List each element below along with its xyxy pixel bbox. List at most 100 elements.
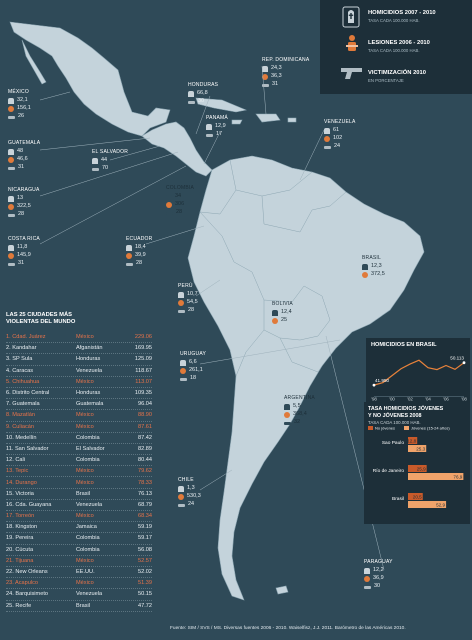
tombstone-icon: [126, 245, 132, 251]
legend-panel: HOMICIDIOS 2007 - 2010 TASA CADA 100.000…: [320, 0, 472, 94]
youth-title-line2: Y NO JÓVENES 2008: [368, 412, 422, 419]
x-tick-label: '02: [407, 397, 413, 402]
category-label: Sao Paulo: [382, 440, 404, 446]
rank-city: 18. Kingston: [6, 524, 38, 531]
tombstone-icon: [8, 245, 14, 251]
country-ecuador: ECUADOR 18,4 39,9 28: [126, 237, 152, 268]
youth-homicides-chart: TASA HOMICIDIOS JÓVENES Y NO JÓVENES 200…: [364, 402, 470, 524]
homicide-rate: 87.61: [138, 423, 152, 430]
injuries-value: 156,1: [17, 105, 31, 112]
tombstone-icon: [272, 310, 278, 316]
ranking-title-line2: VIOLENTAS DEL MUNDO: [6, 319, 76, 325]
table-row: 9. Culiacán México 87.61: [6, 422, 152, 433]
city-country: Colombia: [76, 434, 100, 441]
victimization-value: 24: [334, 143, 341, 150]
injuries-value: 39,9: [135, 252, 146, 259]
pistol-icon: [8, 262, 15, 266]
homicides-value: 1,3: [187, 485, 195, 492]
city-country: Honduras: [76, 356, 101, 363]
pistol-icon: [126, 262, 133, 266]
rank-city: 1. Cdad. Juárez: [6, 334, 46, 341]
pistol-icon: [341, 68, 362, 79]
injured-person-icon: [8, 204, 14, 210]
legend-injuries-title: LESIONES 2006 - 2010: [368, 40, 430, 46]
legend-victimization-title: VICTIMIZACIÓN 2010: [368, 70, 426, 76]
central-america-shape: [141, 121, 213, 177]
hispaniola-shape: [255, 113, 281, 123]
victimization-value: 70: [102, 165, 109, 172]
injured-person-icon: [8, 253, 14, 259]
rank-city: 5. Chihuahua: [6, 378, 40, 385]
country-name: EL SALVADOR: [92, 149, 129, 155]
table-row: 24. Barquisimeto Venezuela 50.15: [6, 589, 152, 601]
jamaica-shape: [231, 119, 243, 125]
baja-california-shape: [21, 39, 47, 85]
injuries-value: 306: [175, 201, 185, 208]
data-label: 50.113: [450, 356, 464, 361]
pistol-icon: [8, 115, 15, 119]
table-row: 2. Kandahar Afganistán 169.95: [6, 343, 152, 355]
bar: [408, 445, 427, 452]
city-country: México: [76, 334, 94, 341]
country-name: MÉXICO: [8, 89, 29, 95]
victimization-value: 32: [294, 419, 301, 426]
legend-homicides-title: HOMICIDIOS 2007 - 2010: [368, 10, 436, 16]
injuries-value: 36,3: [271, 73, 282, 80]
homicides-value: 18,4: [135, 244, 146, 251]
city-country: Venezuela: [76, 591, 103, 598]
country-name: HONDURAS: [188, 82, 219, 88]
pistol-icon: [284, 421, 291, 425]
tombstone-icon: [8, 196, 14, 202]
bar: [408, 493, 423, 500]
country-mexico: MÉXICO 32,1 156,1 26: [8, 90, 31, 121]
homicides-value: 12,3: [371, 263, 382, 270]
mexico-shape: [9, 21, 171, 137]
table-row: 20. Cúcuta Colombia 56.08: [6, 545, 152, 556]
homicides-value: 32,1: [17, 97, 28, 104]
bar: [408, 437, 418, 444]
homicide-rate: 169.95: [134, 345, 152, 352]
homicide-rate: 59.17: [138, 535, 152, 542]
country-name: CHILE: [178, 477, 194, 483]
ranking-title-line1: LAS 25 CIUDADES MÁS: [6, 312, 73, 318]
homicide-rate: 80.44: [138, 457, 152, 464]
city-country: Venezuela: [76, 501, 103, 508]
youth-bar-plot: No jóvenes Jóvenes (15-24 años) Sao Paulo 1…: [368, 426, 464, 508]
bar-value-label: 52,9: [436, 503, 445, 508]
injuries-value: 102: [333, 135, 343, 142]
table-row: 11. San Salvador El Salvador 82.89: [6, 444, 152, 456]
rank-city: 22. New Orleans: [6, 569, 48, 576]
country-el-salvador: EL SALVADOR 44 70: [92, 150, 128, 173]
homicide-rate: 88.90: [138, 412, 152, 419]
rank-city: 12. Cali: [6, 457, 25, 464]
country-guatemala: GUATEMALA 48 46,6 31: [8, 141, 40, 172]
injured-person-icon: [126, 253, 132, 259]
rank-city: 16. Cda. Guayana: [6, 501, 52, 508]
pistol-icon: [206, 133, 213, 137]
city-country: México: [76, 513, 94, 520]
country-honduras: HONDURAS 66,8 30: [188, 83, 218, 106]
homicide-rate: 96.04: [138, 401, 152, 408]
rank-city: 10. Medellín: [6, 434, 37, 441]
city-country: Colombia: [76, 546, 100, 553]
homicides-value: 24,3: [271, 65, 282, 72]
pistol-icon: [178, 503, 185, 507]
injured-person-icon: [324, 136, 330, 142]
homicides-value: 48: [17, 148, 24, 155]
homicides-value: 13: [17, 195, 24, 202]
injuries-value: 322,5: [17, 203, 31, 210]
city-country: EE.UU.: [76, 569, 95, 576]
homicide-rate: 68.34: [138, 513, 152, 520]
injuries-value: 145,9: [17, 252, 31, 259]
pistol-icon: [92, 167, 99, 171]
rank-city: 11. San Salvador: [6, 445, 49, 452]
homicides-value: 6,6: [189, 359, 197, 366]
table-row: 18. Kingston Jamaica 59.19: [6, 522, 152, 534]
injured-person-icon: [284, 412, 290, 418]
rank-city: 2. Kandahar: [6, 345, 37, 352]
malvinas-shape: [275, 585, 289, 595]
country-name: REP. DOMINICANA: [262, 57, 310, 63]
table-row: 23. Acapulco México 51.39: [6, 578, 152, 590]
city-country: Colombia: [76, 457, 100, 464]
category-label: Río de Janeiro: [373, 468, 405, 474]
